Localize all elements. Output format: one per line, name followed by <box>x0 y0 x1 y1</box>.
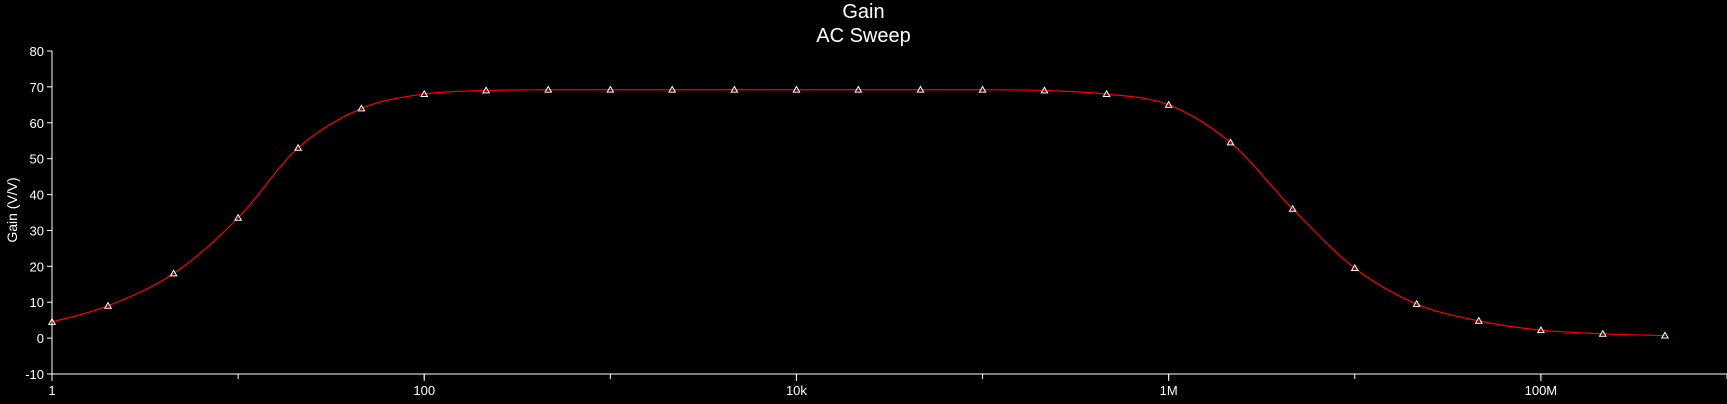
y-tick-label: 20 <box>30 259 44 274</box>
data-point-marker <box>1040 86 1049 94</box>
y-tick-label: 10 <box>30 295 44 310</box>
data-point-marker <box>1350 263 1359 272</box>
x-tick-label: 1M <box>1160 383 1178 398</box>
data-point-marker <box>1660 331 1669 339</box>
data-point-marker <box>420 89 429 97</box>
data-point-marker <box>1536 326 1545 334</box>
y-tick-label: 0 <box>37 331 44 346</box>
data-point-marker <box>1226 138 1235 146</box>
y-tick-label: -10 <box>25 367 44 382</box>
data-point-marker <box>103 301 113 309</box>
data-point-marker <box>730 85 739 93</box>
y-tick-label: 70 <box>30 80 44 95</box>
data-point-marker <box>294 143 303 151</box>
data-point-marker <box>482 86 491 94</box>
data-point-marker <box>1474 316 1483 324</box>
y-tick-label: 60 <box>30 116 44 131</box>
chart-subtitle: AC Sweep <box>816 25 911 47</box>
data-point-marker <box>854 85 863 93</box>
data-point-marker <box>1412 299 1421 307</box>
y-tick-label: 80 <box>30 44 44 59</box>
data-point-marker <box>1288 204 1297 212</box>
data-point-marker <box>47 317 57 325</box>
data-point-marker <box>169 269 178 277</box>
data-point-marker <box>1164 100 1173 108</box>
data-point-marker <box>357 104 366 112</box>
data-point-marker <box>1102 89 1111 97</box>
data-point-marker <box>1598 329 1607 337</box>
x-tick-label: 1 <box>48 383 55 398</box>
x-tick-label: 100M <box>1525 383 1558 398</box>
data-point-marker <box>668 85 677 93</box>
x-tick-label: 10k <box>786 383 807 398</box>
y-tick-label: 40 <box>30 188 44 203</box>
data-point-marker <box>544 85 553 93</box>
x-tick-label: 100 <box>413 383 435 398</box>
series-line <box>51 89 1665 337</box>
y-tick-label: 50 <box>30 152 44 167</box>
y-tick-label: 30 <box>30 223 44 238</box>
data-point-marker <box>606 85 615 93</box>
data-point-marker <box>234 213 243 221</box>
data-point-marker <box>978 85 987 93</box>
data-point-marker <box>792 85 801 93</box>
chart-title: Gain <box>842 1 885 23</box>
data-point-marker <box>916 85 925 93</box>
y-axis-label: Gain (V/V) <box>4 177 20 242</box>
